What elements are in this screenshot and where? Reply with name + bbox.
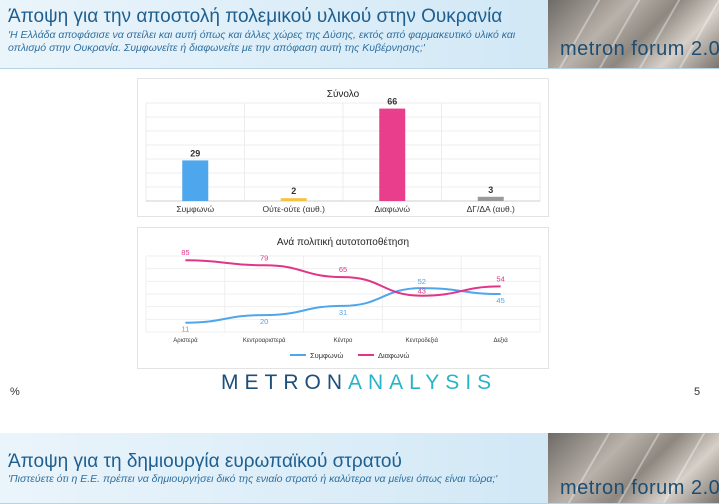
- next-brand-label: metron forum 2.0: [560, 477, 719, 499]
- metron-analysis-logo: METRONANALYSIS: [221, 371, 497, 395]
- next-survey-question: 'Πιστεύετε ότι η Ε.Ε. πρέπει να δημιουργ…: [8, 473, 498, 485]
- bar-value-label: 3: [488, 185, 493, 195]
- next-slide-title: Άποψη για τη δημιουργία ευρωπαϊκού στρατ…: [8, 451, 402, 472]
- series-line: [185, 259, 501, 297]
- page-number: 5: [694, 386, 701, 398]
- bar-value-label: 29: [190, 148, 200, 158]
- series-line: [185, 287, 501, 324]
- category-label: Διαφωνώ: [374, 204, 410, 214]
- bar-chart-panel: Σύνολο 29 Συμφωνώ 2 Ούτε-ούτε (αυθ.) 66 Διαφω…: [137, 78, 549, 217]
- line-chart-panel: Ανά πολιτική αυτοτοποθέτηση Αριστερά Κεντ…: [137, 227, 549, 369]
- category-label: Κέντρο: [334, 337, 353, 344]
- bar-value-label: 66: [387, 97, 397, 107]
- slide-title: Άποψη για την αποστολή πολεμικού υλικού …: [8, 6, 503, 27]
- bar-value-label: 2: [291, 186, 296, 196]
- bar: [477, 196, 504, 201]
- category-label: Δεξιά: [494, 337, 509, 344]
- survey-question: 'Η Ελλάδα αποφάσισε να στείλει και αυτή …: [8, 29, 516, 54]
- data-label: 45: [496, 296, 504, 305]
- bar-chart-title: Σύνολο: [326, 89, 360, 100]
- data-label: 52: [418, 277, 426, 286]
- data-label: 43: [418, 287, 426, 296]
- data-label: 11: [182, 325, 190, 334]
- line-chart: Αριστερά Κεντροαριστερά Κέντρο Κεντροδεξιά Δ…: [145, 248, 541, 360]
- data-label: 79: [260, 253, 268, 262]
- logo-part-1: METRON: [221, 371, 348, 394]
- category-label: Κεντροδεξιά: [406, 337, 439, 344]
- legend-label: Διαφωνώ: [378, 351, 409, 360]
- legend-label: Συμφωνώ: [310, 351, 344, 360]
- bar-chart: 29 Συμφωνώ 2 Ούτε-ούτε (αυθ.) 66 Διαφωνώ 3 ΔΓ/Δ…: [145, 97, 541, 214]
- next-header-photo: [548, 433, 719, 503]
- header-photo: [548, 0, 719, 68]
- brand-label: metron forum 2.0: [560, 38, 719, 60]
- bar: [379, 108, 406, 201]
- slide-header: Άποψη για την αποστολή πολεμικού υλικού …: [0, 0, 719, 69]
- data-label: 31: [339, 308, 347, 317]
- bar: [280, 198, 307, 201]
- line-chart-title: Ανά πολιτική αυτοτοποθέτηση: [276, 237, 410, 248]
- data-label: 20: [260, 317, 268, 326]
- next-slide-header: Άποψη για τη δημιουργία ευρωπαϊκού στρατ…: [0, 433, 719, 504]
- logo-part-2: ANALYSIS: [348, 371, 498, 394]
- data-label: 65: [339, 265, 347, 274]
- data-label: 85: [181, 248, 189, 257]
- bar: [182, 160, 209, 201]
- category-label: Ούτε-ούτε (αυθ.): [263, 204, 326, 214]
- category-label: Κεντροαριστερά: [243, 337, 286, 344]
- data-label: 54: [496, 274, 504, 283]
- percent-label: %: [10, 386, 20, 398]
- category-label: Αριστερά: [173, 337, 198, 344]
- category-label: Συμφωνώ: [176, 204, 214, 214]
- category-label: ΔΓ/ΔΑ (αυθ.): [467, 204, 515, 214]
